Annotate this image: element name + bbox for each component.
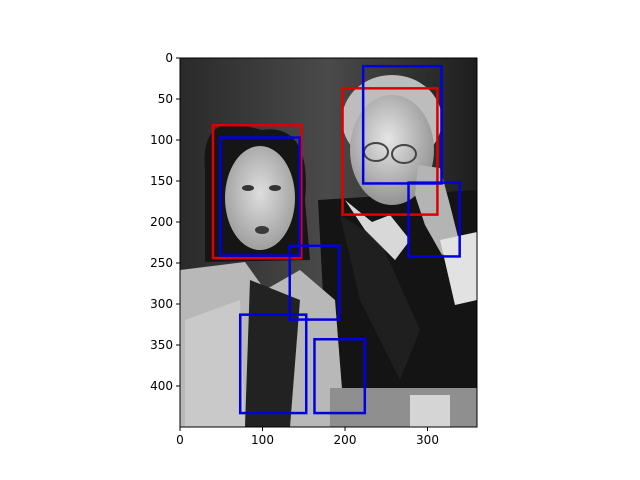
red-box-1 xyxy=(341,87,439,216)
axes-frame xyxy=(179,57,478,428)
y-tick-label-300: 300 xyxy=(150,297,173,311)
y-tick-label-50: 50 xyxy=(158,92,173,106)
photo xyxy=(180,58,477,427)
blue-box-6 xyxy=(238,313,308,415)
blue-box-3 xyxy=(361,64,443,185)
y-tick-label-250: 250 xyxy=(150,256,173,270)
blue-box-4 xyxy=(407,181,461,258)
y-tick-label-400: 400 xyxy=(150,379,173,393)
blue-box-7 xyxy=(313,338,367,415)
y-tick-label-350: 350 xyxy=(150,338,173,352)
y-tick-label-200: 200 xyxy=(150,215,173,229)
blue-box-2 xyxy=(219,136,301,257)
bounding-boxes xyxy=(211,64,461,415)
y-tick-label-100: 100 xyxy=(150,133,173,147)
x-tick-label-0: 0 xyxy=(176,433,184,447)
x-tick-label-300: 300 xyxy=(416,433,439,447)
red-box-0 xyxy=(211,123,303,260)
x-tick-label-100: 100 xyxy=(251,433,274,447)
x-axis: 0 100 200 300 xyxy=(176,427,439,447)
y-tick-label-0: 0 xyxy=(165,51,173,65)
x-tick-label-200: 200 xyxy=(334,433,357,447)
blue-box-5 xyxy=(288,244,341,321)
y-axis: 0 50 100 150 200 250 300 350 400 xyxy=(150,51,180,393)
y-tick-label-150: 150 xyxy=(150,174,173,188)
